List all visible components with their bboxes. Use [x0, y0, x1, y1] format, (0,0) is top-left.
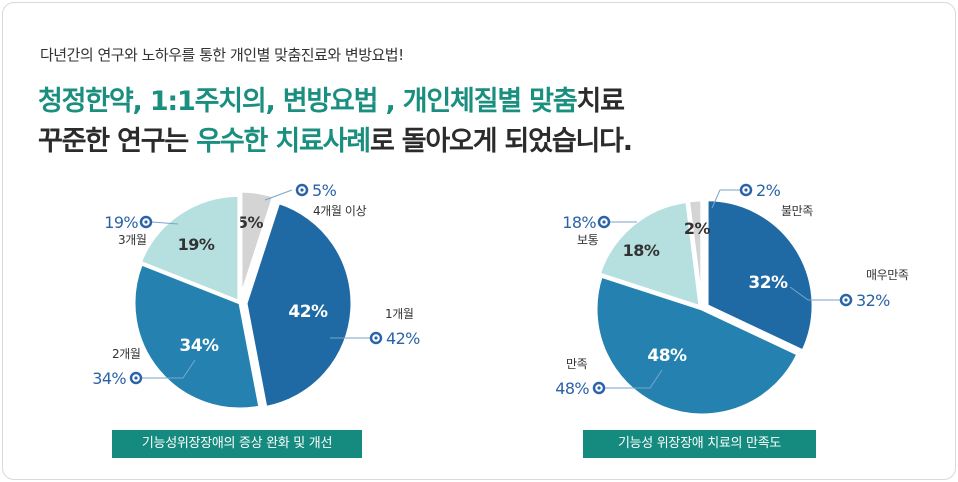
- chart-2-callout-value: 2%: [756, 181, 781, 200]
- chart-2-caption: 기능성 위장장애 치료의 만족도: [583, 430, 816, 458]
- chart-2-slice-2: [594, 274, 800, 417]
- chart-1-callout-dot-center: [300, 188, 304, 192]
- chart-1-slice-2: [244, 200, 354, 410]
- chart-1-callout-dot-center: [144, 220, 148, 224]
- chart-2-callout-name: 만족: [566, 357, 588, 371]
- chart-2-leader-line: [711, 189, 740, 209]
- chart-1-callout-name: 2개월: [112, 347, 141, 361]
- chart-2-callout-dot-center: [597, 386, 601, 390]
- chart-2-slice-label: 48%: [647, 346, 687, 366]
- chart-1-callout-value: 42%: [386, 329, 420, 348]
- chart-2-slice-3: [597, 199, 702, 309]
- chart-2-leader-line: [789, 286, 840, 301]
- chart-1-leader-line: [264, 189, 293, 201]
- page-subtitle: 다년간의 연구와 노하우를 통한 개인별 맞춤진료와 변방요법!: [40, 46, 404, 64]
- chart-2-callout-name: 매우만족: [866, 268, 909, 282]
- chart-1-callout-name: 3개월: [118, 233, 147, 247]
- chart-2-callout-name: 불만족: [781, 204, 813, 218]
- chart-2-callout-dot-center: [744, 188, 748, 192]
- chart-1-callout-value: 34%: [92, 369, 126, 388]
- chart-1-slice-label: 42%: [288, 302, 328, 322]
- chart-1-callout-dot-center: [374, 336, 378, 340]
- chart-1-callout-name: 1개월: [385, 307, 414, 321]
- chart-2-leader-line: [605, 369, 663, 389]
- headline-text: 꾸준한 연구는: [38, 126, 197, 157]
- headline: 청정한약, 1:1주치의, 변방요법 , 개인체질별 맞춤치료 꾸준한 연구는 …: [38, 82, 633, 162]
- chart-2-slice-label: 2%: [684, 219, 711, 238]
- chart-2-callout-name: 보통: [577, 233, 599, 247]
- chart-1-slice-4: [138, 193, 241, 304]
- chart-1-slice-label: 5%: [237, 213, 264, 232]
- headline-text: 치료: [576, 86, 624, 117]
- chart-2-callout-value: 18%: [562, 213, 596, 232]
- chart-2-callout-value: 48%: [555, 379, 589, 398]
- chart-1-slice-label: 34%: [179, 336, 219, 356]
- headline-text: 로 돌아오게 되었습니다.: [369, 126, 633, 157]
- chart-1-callout-dot-center: [134, 376, 138, 380]
- chart-2-slice-1: [705, 198, 815, 353]
- headline-line-2: 꾸준한 연구는 우수한 치료사례로 돌아오게 되었습니다.: [38, 122, 633, 162]
- chart-2-callout-dot-center: [602, 220, 606, 224]
- chart-2-slice-label: 18%: [623, 241, 660, 260]
- chart-1-callout-value: 5%: [312, 181, 337, 200]
- headline-line-1: 청정한약, 1:1주치의, 변방요법 , 개인체질별 맞춤치료: [38, 82, 632, 122]
- chart-1-slice-label: 19%: [178, 235, 215, 254]
- chart-1-slice-3: [132, 262, 262, 411]
- chart-2-callout-dot-center: [844, 298, 848, 302]
- chart-2-slice-4: [686, 198, 704, 307]
- chart-1-caption: 기능성위장장애의 증상 완화 및 개선: [112, 430, 362, 458]
- chart-1-callout-name: 4개월 이상: [313, 204, 367, 218]
- headline-highlight: 우수한 치료사례: [196, 126, 371, 157]
- chart-2-slice-label: 32%: [748, 273, 788, 293]
- chart-1-leader-line: [151, 221, 179, 225]
- headline-highlight: 청정한약, 1:1주치의, 변방요법 , 개인체질별 맞춤: [38, 86, 578, 117]
- chart-2-callout-value: 32%: [856, 291, 890, 310]
- chart-1-leader-line: [142, 359, 196, 379]
- chart-1-callout-value: 19%: [104, 213, 138, 232]
